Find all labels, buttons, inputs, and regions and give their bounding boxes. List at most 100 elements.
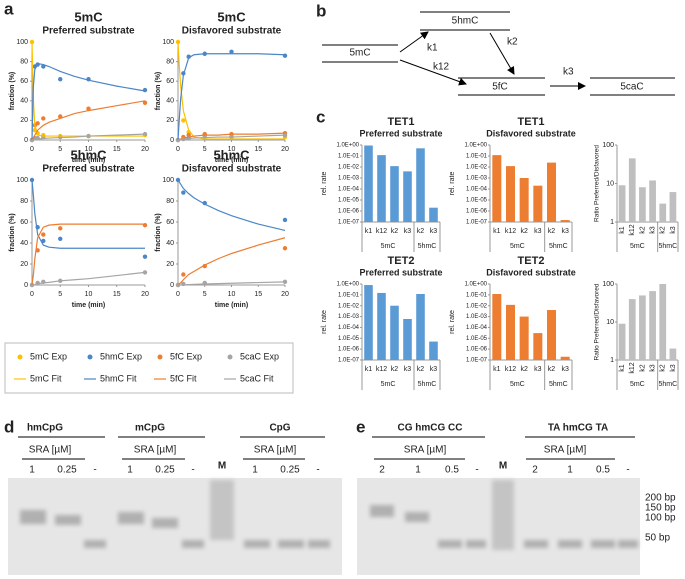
x-tick-label: k2 xyxy=(548,366,556,373)
x-tick-label: k2 xyxy=(660,364,667,372)
lane-label: 1 xyxy=(252,465,258,476)
bar xyxy=(377,292,386,360)
bar xyxy=(429,341,438,360)
y-tick-label: 1.0E-01 xyxy=(338,292,360,298)
y-tick-label: 80 xyxy=(20,198,28,205)
x-tick-label: k1 xyxy=(619,226,626,234)
data-point xyxy=(282,279,288,285)
y-tick-label: 1.0E-01 xyxy=(466,154,488,160)
fit-line xyxy=(32,133,146,141)
x-tick-label: k2 xyxy=(639,364,646,372)
x-tick-label: 20 xyxy=(281,291,289,298)
x-tick-label: k3 xyxy=(670,226,677,234)
x-axis-label: time (min) xyxy=(72,302,105,309)
data-point xyxy=(142,87,148,93)
x-tick-label: k2 xyxy=(391,366,399,373)
gel-condition: SRA [µM] xyxy=(404,445,447,456)
y-tick-label: 1.0E-07 xyxy=(338,358,360,364)
rate-label: k3 xyxy=(563,67,574,78)
data-point xyxy=(181,272,186,277)
y-tick-label: 1.0E-05 xyxy=(466,336,488,342)
y-tick-label: 1.0E-04 xyxy=(466,187,488,193)
y-tick-label: 20 xyxy=(166,117,174,124)
x-tick-label: 10 xyxy=(228,146,236,153)
y-tick-label: 1.0E-02 xyxy=(466,165,488,171)
lane-label: - xyxy=(316,465,319,476)
data-point xyxy=(282,217,288,223)
x-tick-label: 15 xyxy=(113,291,121,298)
data-point xyxy=(58,77,63,82)
legend-swatch xyxy=(17,354,23,360)
chart-title: TET2 xyxy=(388,255,415,267)
y-tick-label: 100 xyxy=(16,177,28,184)
y-tick-label: 10 xyxy=(606,180,614,187)
x-tick-label: k2 xyxy=(639,226,646,234)
chart-title: TET2 xyxy=(518,255,545,267)
x-tick-label: 0 xyxy=(176,291,180,298)
y-tick-label: 60 xyxy=(166,78,174,85)
bar xyxy=(533,185,543,222)
data-point xyxy=(41,116,46,121)
bar xyxy=(364,145,373,222)
chart-subtitle: Disfavored substrate xyxy=(182,164,282,175)
marker-label: M xyxy=(499,461,507,472)
y-tick-label: 1.0E-04 xyxy=(466,325,488,331)
y-tick-label: 0 xyxy=(170,282,174,289)
group-label: 5mC xyxy=(510,381,525,388)
bar xyxy=(377,155,386,222)
fit-line xyxy=(32,271,146,286)
x-tick-label: k2 xyxy=(520,228,528,235)
x-tick-label: k12 xyxy=(376,366,387,373)
bar xyxy=(546,162,557,222)
gel-condition: SRA [µM] xyxy=(254,445,297,456)
lane-label: - xyxy=(93,465,96,476)
legend-label: 5caC Exp xyxy=(240,351,279,361)
fit-line xyxy=(177,53,286,141)
lane-label: 1 xyxy=(127,465,133,476)
y-tick-label: 1.0E-01 xyxy=(338,154,360,160)
data-point xyxy=(86,106,91,111)
y-tick-label: 1.0E-02 xyxy=(466,303,488,309)
group-label: 5hmC xyxy=(549,243,568,250)
chart-subtitle: Preferred substrate xyxy=(42,26,135,37)
y-tick-label: 100 xyxy=(602,142,614,149)
x-axis-label: time (min) xyxy=(215,302,248,309)
y-tick-label: 1.0E-02 xyxy=(338,303,360,309)
y-axis-label: Ratio Preferred/Disfavored xyxy=(594,145,601,222)
data-point xyxy=(142,254,148,259)
x-tick-label: 15 xyxy=(254,291,262,298)
y-axis-label: fraction (%) xyxy=(155,72,162,111)
y-axis-label: fraction (%) xyxy=(9,72,16,111)
x-tick-label: k12 xyxy=(376,228,387,235)
lane-label: - xyxy=(475,465,478,476)
bar xyxy=(519,316,529,360)
y-tick-label: 60 xyxy=(20,78,28,85)
bar xyxy=(639,187,646,222)
fit-line xyxy=(31,179,145,249)
y-axis-label: fraction (%) xyxy=(9,213,16,252)
y-tick-label: 1.0E-06 xyxy=(466,347,488,353)
bar xyxy=(492,293,502,360)
fit-line xyxy=(177,237,286,286)
chart-title: TET1 xyxy=(518,116,545,128)
group-label: 5mC xyxy=(381,381,396,388)
y-tick-label: 60 xyxy=(166,219,174,226)
gel-group-title: mCpG xyxy=(135,423,165,434)
data-point xyxy=(181,118,186,123)
bar xyxy=(492,155,502,222)
legend-box xyxy=(4,342,294,394)
lane-label: 0.5 xyxy=(445,465,459,476)
data-point xyxy=(35,121,40,126)
y-tick-label: 1.0E-02 xyxy=(338,165,360,171)
y-tick-label: 40 xyxy=(20,98,28,105)
data-point xyxy=(186,54,191,59)
x-tick-label: k12 xyxy=(629,362,636,373)
x-tick-label: k2 xyxy=(417,366,425,373)
y-tick-label: 1.0E-03 xyxy=(466,176,488,182)
group-label: 5mC xyxy=(630,243,645,250)
data-point xyxy=(58,226,63,231)
gel-group-title: hmCpG xyxy=(27,423,63,434)
rate-label: k12 xyxy=(433,62,450,73)
fit-line xyxy=(177,132,286,141)
